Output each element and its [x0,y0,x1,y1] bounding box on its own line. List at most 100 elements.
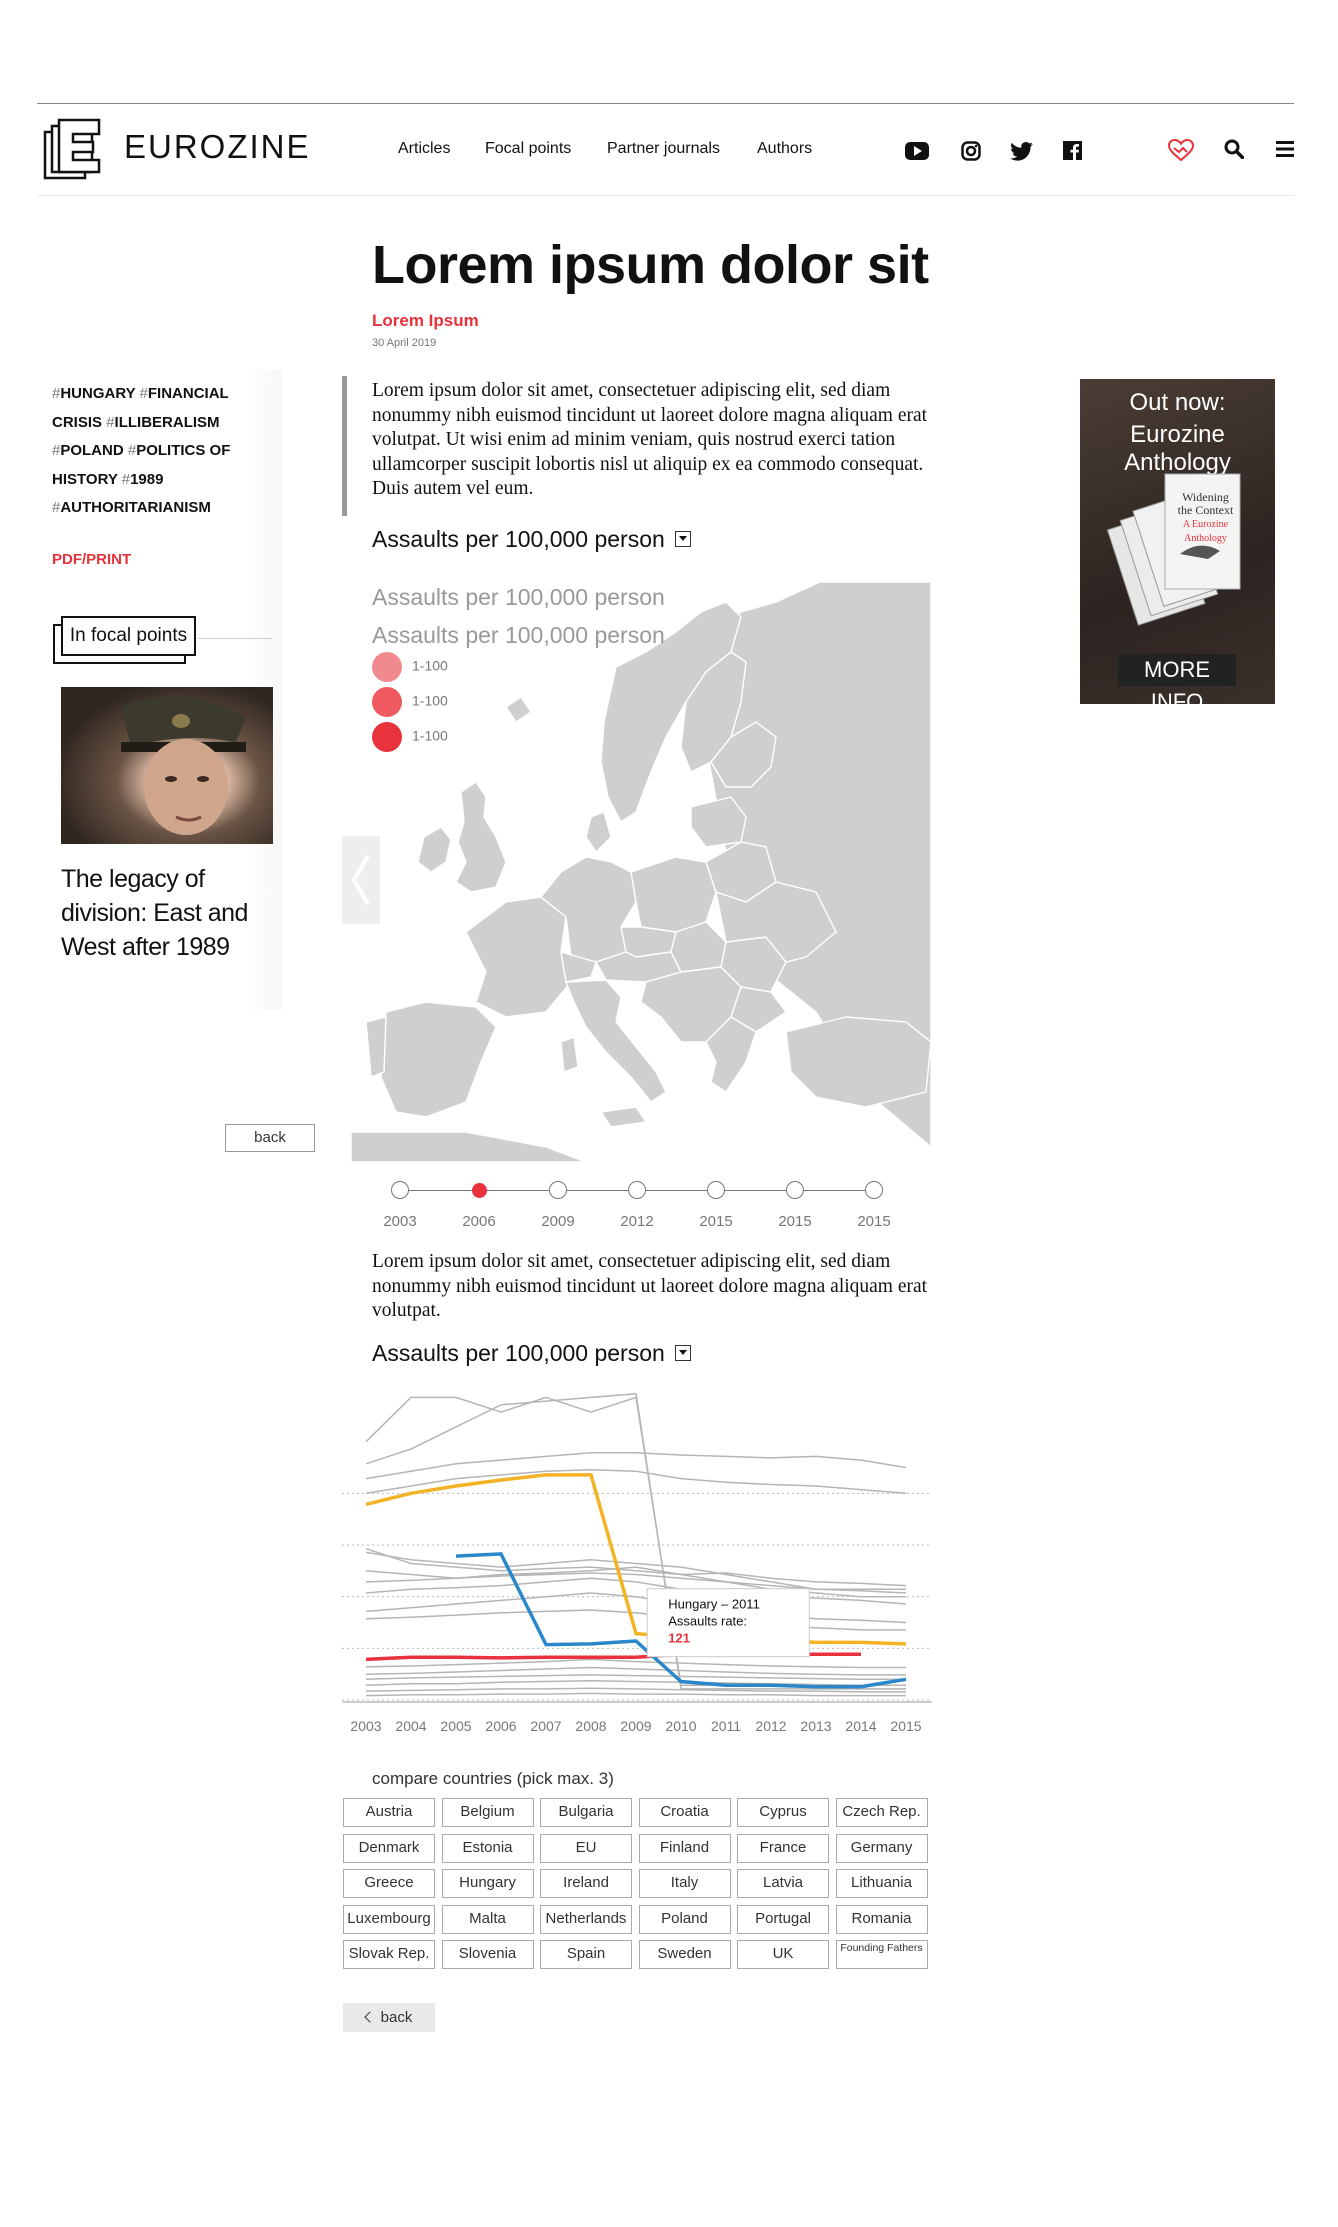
series-line-bg-10[interactable] [365,1609,906,1631]
ad-more-info-button[interactable]: MORE INFO [1118,654,1236,704]
country-button-finland[interactable]: Finland [638,1833,731,1863]
timeline-dot-3[interactable] [628,1181,646,1199]
anthology-ad[interactable]: Out now: Eurozine Anthology Widening the … [1080,379,1275,704]
pdf-print-link[interactable]: PDF/PRINT [52,551,132,568]
europe-map[interactable]: Assaults per 100,000 person Assaults per… [346,572,931,1162]
country-button-portugal[interactable]: Portugal [737,1904,829,1934]
country-button-latvia[interactable]: Latvia [737,1869,829,1898]
country-button-bulgaria[interactable]: Bulgaria [540,1798,632,1827]
tooltip-value: 121 [668,1631,690,1646]
series-line-bg-16[interactable] [365,1692,906,1697]
map-indicator-select[interactable]: Assaults per 100,000 person [372,526,691,553]
series-line-bg-2[interactable] [365,1451,907,1480]
country-button-ireland[interactable]: Ireland [540,1869,632,1898]
x-tick-label: 2010 [665,1718,696,1734]
country-button-spain[interactable]: Spain [540,1940,632,1969]
nav-focal-points[interactable]: Focal points [485,140,572,157]
country-button-sweden[interactable]: Sweden [638,1940,731,1969]
country-button-belgium[interactable]: Belgium [441,1798,534,1827]
chevron-left-icon [351,854,370,906]
series-line-bg-14[interactable] [365,1680,906,1686]
series-line-bg-3[interactable] [365,1468,907,1495]
country-button-austria[interactable]: Austria [343,1798,435,1827]
facebook-icon[interactable] [1063,141,1082,165]
timeline-dot-6[interactable] [865,1181,883,1199]
instagram-icon[interactable] [961,141,981,166]
x-tick-label: 2013 [800,1718,831,1734]
series-line-highlight-2[interactable] [455,1552,907,1689]
legend-item-2: 1-100 [372,687,448,717]
series-line-bg-4[interactable] [365,1547,907,1587]
tag-illiberalism[interactable]: ILLIBERALISM [114,413,220,431]
support-heart-icon[interactable] [1167,138,1195,166]
menu-icon[interactable] [1276,141,1294,162]
country-button-slovenia[interactable]: Slovenia [441,1940,534,1969]
timeline-label: 2015 [857,1213,891,1230]
country-button-malta[interactable]: Malta [441,1904,534,1934]
tag-financial-crisis[interactable]: FINANCIAL CRISIS [52,385,229,431]
country-button-cyprus[interactable]: Cyprus [737,1798,829,1827]
chart-indicator-select[interactable]: Assaults per 100,000 person [372,1340,691,1367]
twitter-icon[interactable] [1010,142,1033,166]
series-line-bg-9[interactable] [365,1592,907,1624]
legend-dot-icon [372,652,402,682]
timeline-dot-2[interactable] [549,1181,567,1199]
tag-poland[interactable]: POLAND [60,442,124,459]
series-line-bg-12[interactable] [365,1666,906,1676]
tag-hungary[interactable]: HUNGARY [60,385,136,402]
line-chart[interactable]: 2003 2004 2005 2006 2007 2008 2009 2010 2011 2012… [342,1380,932,1750]
tag-politics-of-history[interactable]: POLITICS OF HISTORY [52,442,231,488]
timeline-dot-4[interactable] [707,1181,725,1199]
tag-authoritarianism[interactable]: AUTHORITARIANISM [60,499,211,516]
country-button-germany[interactable]: Germany [835,1833,928,1863]
country-button-denmark[interactable]: Denmark [343,1833,435,1863]
country-button-hungary[interactable]: Hungary [441,1869,534,1898]
chevron-down-icon[interactable] [674,530,691,547]
logo-wordmark[interactable]: EUROZINE [124,128,311,165]
country-button-greece[interactable]: Greece [343,1869,435,1898]
country-button-founding-fathers[interactable]: Founding Fathers [835,1940,928,1969]
country-button-italy[interactable]: Italy [638,1869,731,1898]
timeline-dot-1[interactable] [471,1183,487,1198]
book-stack-image [1106,473,1241,626]
series-line-bg-15[interactable] [365,1687,906,1693]
nav-authors[interactable]: Authors [757,140,813,157]
series-line-bg-11[interactable] [365,1658,906,1669]
focal-point-image[interactable] [61,687,273,844]
search-icon[interactable] [1224,139,1245,164]
tag-1989[interactable]: 1989 [130,470,164,488]
x-tick-label: 2007 [530,1718,561,1734]
country-button-poland[interactable]: Poland [638,1904,731,1934]
country-button-eu[interactable]: EU [540,1833,632,1863]
timeline-dot-5[interactable] [786,1181,804,1199]
article-author[interactable]: Lorem Ipsum [372,311,479,330]
x-tick-label: 2015 [890,1718,921,1734]
country-button-estonia[interactable]: Estonia [441,1833,534,1863]
series-line-bg-8[interactable] [365,1577,907,1605]
country-button-lithuania[interactable]: Lithuania [835,1869,928,1898]
country-button-france[interactable]: France [737,1833,829,1863]
youtube-icon[interactable] [905,142,929,165]
nav-articles[interactable]: Articles [398,140,451,157]
focal-point-title[interactable]: The legacy of division: East and West af… [61,865,248,961]
nav-partner-journals[interactable]: Partner journals [607,140,720,157]
sidebar-back-button[interactable]: back [225,1124,315,1152]
country-button-netherlands[interactable]: Netherlands [540,1904,632,1934]
chevron-down-icon[interactable] [674,1344,691,1361]
country-button-slovak-rep-[interactable]: Slovak Rep. [343,1940,435,1969]
country-button-croatia[interactable]: Croatia [638,1798,731,1827]
intro-paragraph: Lorem ipsum dolor sit amet, consectetuer… [372,380,928,499]
country-button-luxembourg[interactable]: Luxembourg [343,1904,435,1934]
series-line-highlight-0[interactable] [365,1473,907,1646]
series-line-bg-1[interactable] [365,1392,906,1690]
country-button-uk[interactable]: UK [737,1940,829,1969]
country-button-romania[interactable]: Romania [835,1904,928,1934]
series-line-bg-13[interactable] [365,1674,906,1681]
series-line-bg-7[interactable] [365,1572,907,1594]
country-button-czech-rep-[interactable]: Czech Rep. [835,1798,928,1827]
tooltip-title: Hungary – 2011 [668,1597,760,1612]
back-button[interactable]: back [343,2003,435,2032]
map-prev-button[interactable] [342,836,380,924]
logo-mark-icon[interactable] [43,118,103,180]
timeline-dot-0[interactable] [391,1181,409,1199]
